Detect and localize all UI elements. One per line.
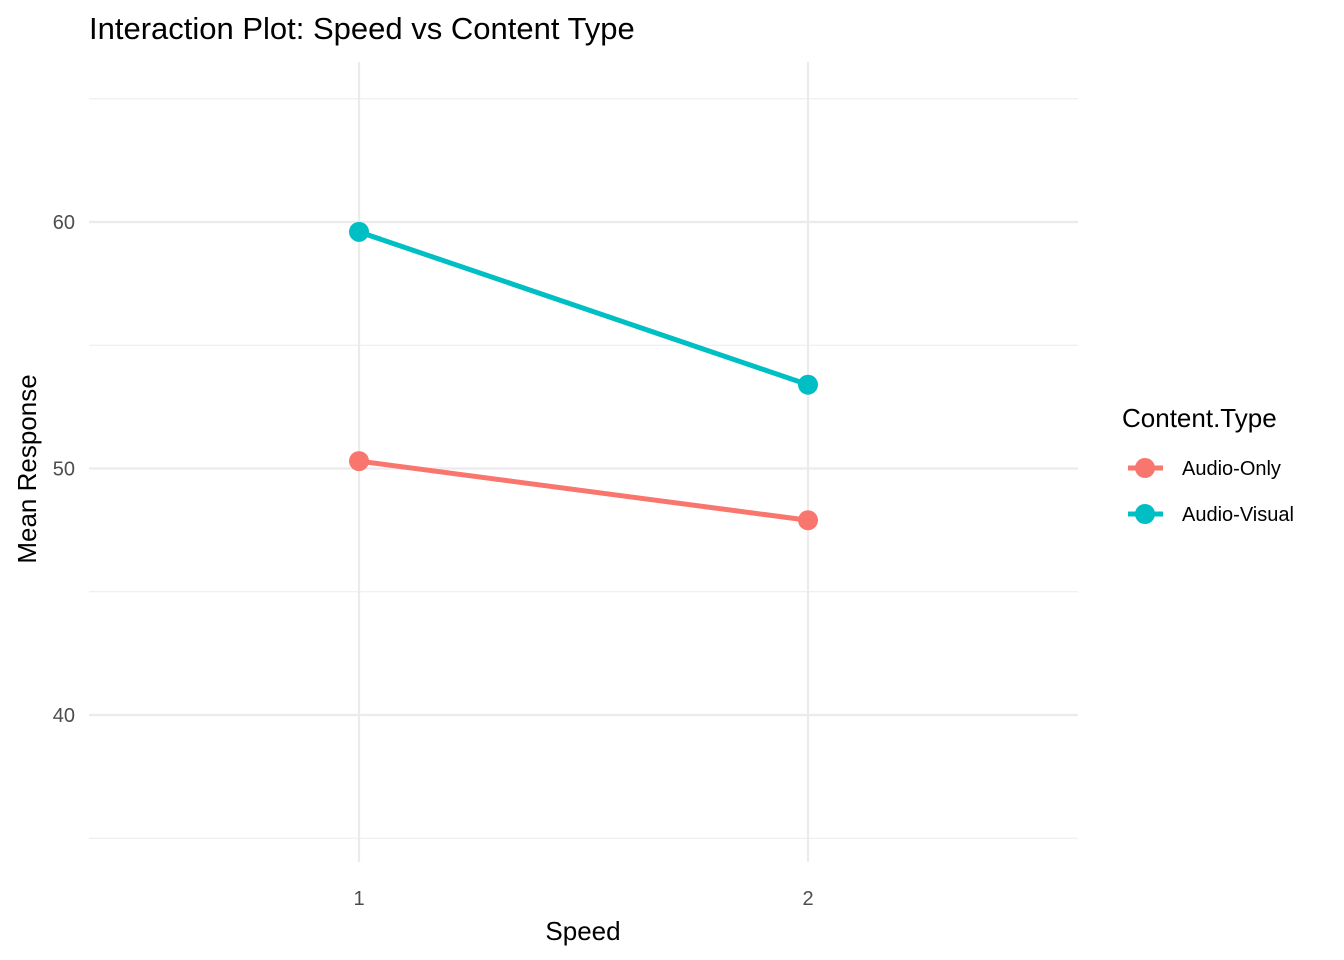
grid <box>89 62 1078 862</box>
chart-title: Interaction Plot: Speed vs Content Type <box>89 11 635 46</box>
series-audio-visual <box>349 221 818 395</box>
y-axis-title: Mean Response <box>12 374 42 563</box>
legend-key-point <box>1135 458 1155 478</box>
data-point <box>798 510 818 531</box>
legend-item-audio-only: Audio-Only <box>1128 458 1281 480</box>
data-point <box>349 221 369 242</box>
x-tick-label: 1 <box>353 888 364 910</box>
legend-label: Audio-Visual <box>1182 504 1294 526</box>
series-audio-only <box>349 451 818 531</box>
y-tick-label: 40 <box>53 705 75 727</box>
series-layer <box>349 221 818 531</box>
legend-label: Audio-Only <box>1182 458 1281 480</box>
legend-item-audio-visual: Audio-Visual <box>1128 504 1294 526</box>
x-tick-label: 2 <box>802 888 813 910</box>
series-line <box>358 458 809 523</box>
data-point <box>349 451 369 472</box>
y-tick-label: 60 <box>53 212 75 234</box>
y-axis-ticks: 40 50 60 <box>53 212 75 727</box>
data-point <box>798 374 818 395</box>
y-tick-label: 50 <box>53 459 75 481</box>
legend-key-point <box>1135 504 1155 524</box>
x-axis-title: Speed <box>545 916 620 946</box>
legend-title: Content.Type <box>1122 403 1277 433</box>
series-line <box>358 229 809 388</box>
legend: Content.Type Audio-Only Audio-Visual <box>1122 403 1294 526</box>
